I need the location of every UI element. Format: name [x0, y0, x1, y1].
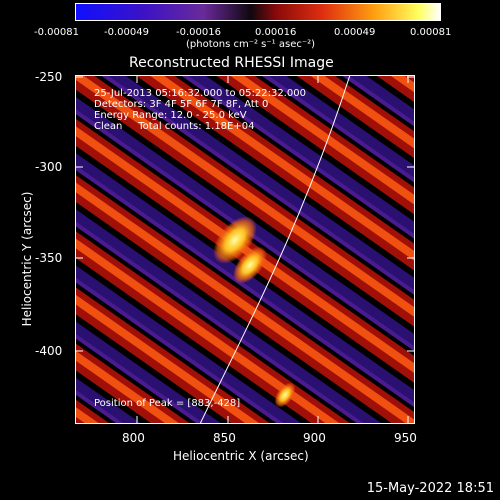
timestamp: 15-May-2022 18:51 — [366, 481, 494, 496]
bright-source — [213, 216, 257, 264]
y-tick-label: -400 — [35, 344, 63, 358]
clean-counts: Clean Total counts: 1.18E+04 — [94, 121, 255, 132]
y-tick-label: -350 — [35, 251, 63, 265]
colorbar-unit: (photons cm⁻² s⁻¹ asec⁻²) — [186, 39, 316, 50]
plot-frame — [75, 75, 415, 424]
x-tick-label: 900 — [303, 431, 326, 445]
bright-source — [274, 382, 296, 408]
peak-position: Position of Peak = [883,-428] — [94, 398, 241, 409]
bright-source — [233, 246, 267, 284]
y-tick-label: -250 — [35, 70, 63, 84]
colorbar-tick: -0.00081 — [34, 27, 79, 38]
image-metadata: 25-Jul-2013 05:16:32.000 to 05:22:32.000… — [94, 88, 306, 132]
colorbar-tick: -0.00016 — [176, 27, 221, 38]
y-ticks — [75, 76, 415, 352]
colorbar-tick: 0.00049 — [334, 27, 376, 38]
time-range: 25-Jul-2013 05:16:32.000 to 05:22:32.000 — [94, 88, 306, 99]
colorbar-tick: 0.00081 — [410, 27, 452, 38]
colorbar-tick: 0.00016 — [255, 27, 297, 38]
x-axis-label: Heliocentric X (arcsec) — [173, 449, 309, 463]
y-axis-label: Heliocentric Y (arcsec) — [20, 191, 34, 327]
image-area — [75, 75, 415, 424]
y-tick-label: -300 — [35, 160, 63, 174]
x-tick-label: 800 — [122, 431, 145, 445]
x-ticks — [136, 75, 409, 424]
x-tick-label: 950 — [394, 431, 417, 445]
image-title: Reconstructed RHESSI Image — [129, 55, 334, 71]
colorbar-tick: -0.00049 — [104, 27, 149, 38]
detectors: Detectors: 3F 4F 5F 6F 7F 8F, Att 0 — [94, 99, 269, 110]
colorbar — [75, 3, 441, 21]
x-tick-label: 850 — [213, 431, 236, 445]
energy-range: Energy Range: 12.0 - 25.0 keV — [94, 110, 247, 121]
solar-limb-line — [199, 75, 351, 424]
